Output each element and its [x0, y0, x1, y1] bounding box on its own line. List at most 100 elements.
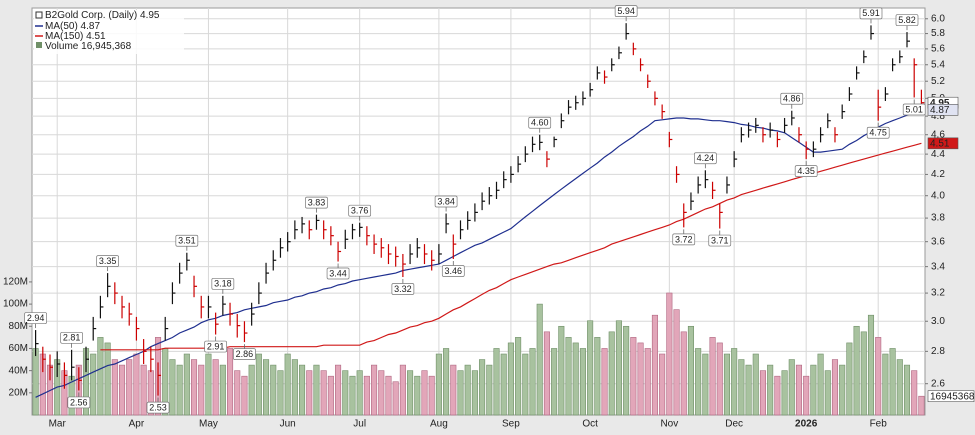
annotation-box	[672, 233, 696, 246]
volume-bar	[313, 364, 320, 416]
volume-bar	[630, 337, 637, 416]
annotation-box	[96, 255, 119, 267]
volume-tick-label: 80M	[9, 321, 28, 332]
volume-bar	[817, 353, 824, 416]
y-tick-label: 2.6	[931, 378, 945, 389]
volume-bar	[421, 370, 428, 416]
volume-bar	[111, 359, 118, 416]
annotation-label: 5.82	[898, 15, 916, 25]
annotation-box	[211, 277, 235, 290]
volume-bar	[407, 370, 414, 416]
volume-bar	[198, 364, 205, 416]
volume-bar	[831, 359, 839, 416]
volume-bar	[572, 342, 579, 416]
volume-bar	[471, 370, 478, 416]
volume-bar	[839, 364, 846, 416]
moving-average-line	[100, 142, 922, 351]
annotation-label: 2.81	[63, 333, 81, 343]
volume-bar	[205, 353, 212, 416]
annotation-box	[204, 340, 227, 353]
volume-bar	[810, 364, 817, 416]
value-tag	[927, 137, 959, 150]
legend-icon	[35, 11, 43, 19]
y-tick-label: 4.8	[931, 111, 945, 122]
volume-bar	[781, 370, 788, 416]
volume-bar	[666, 292, 673, 416]
volume-bar	[752, 353, 759, 416]
volume-bar	[702, 353, 709, 416]
volume-bar	[507, 342, 514, 416]
volume-bar	[882, 353, 889, 416]
annotation-label: 4.60	[531, 118, 549, 128]
y-tick-label: 3.4	[931, 261, 945, 272]
annotation-box	[902, 103, 926, 116]
volume-bar	[551, 348, 558, 416]
volume-bar	[860, 331, 867, 416]
volume-bar	[234, 370, 241, 416]
legend: B2Gold Corp. (Daily) 4.95 MA(50) 4.87 MA…	[34, 10, 184, 54]
value-tag	[927, 104, 959, 116]
annotation-label: 2.94	[27, 313, 45, 323]
volume-bar	[428, 375, 435, 416]
annotation-box	[780, 92, 804, 105]
volume-bar	[615, 320, 622, 416]
y-tick-label: 2.8	[931, 346, 945, 357]
y-tick-label: 3.2	[931, 288, 945, 299]
annotation-label: 5.91	[862, 8, 880, 18]
volume-bar	[695, 348, 702, 416]
volume-bar	[680, 331, 687, 416]
volume-bar	[911, 370, 918, 416]
volume-bar	[443, 348, 450, 416]
volume-bar	[464, 364, 471, 416]
volume-bar	[450, 364, 457, 416]
volume-bar	[241, 375, 248, 416]
legend-entry: MA(50) 4.87	[45, 21, 100, 32]
annotation-label: 2.53	[149, 402, 167, 412]
annotation-box	[614, 5, 638, 18]
volume-bar	[183, 353, 190, 416]
annotation-label: 3.84	[437, 196, 455, 206]
volume-bar	[738, 359, 745, 416]
volume-bar	[133, 353, 140, 416]
volume-bar	[601, 348, 608, 416]
volume-bar	[644, 348, 651, 416]
volume-bar	[716, 342, 723, 416]
annotation-label: 4.35	[797, 166, 815, 176]
annotation-label: 3.32	[394, 284, 412, 294]
volume-bar	[903, 364, 911, 416]
volume-bar	[277, 370, 284, 416]
volume-bar	[284, 353, 291, 416]
annotation-label: 2.56	[70, 397, 88, 407]
volume-bar	[169, 359, 176, 416]
annotation-label: 3.51	[178, 236, 196, 246]
volume-bar	[824, 370, 831, 416]
volume-bar	[529, 348, 536, 416]
annotation-label: 5.94	[617, 6, 635, 16]
chart-title: B2Gold Corp. (Daily) 4.95	[45, 10, 160, 21]
volume-bar	[227, 348, 234, 416]
x-tick-label: Dec	[725, 419, 743, 430]
volume-bar	[853, 325, 860, 416]
volume-tag-label: 16945368	[930, 391, 975, 402]
axis-layer: 2.62.83.03.23.43.63.84.04.24.44.64.85.05…	[3, 13, 975, 429]
x-tick-label: Apr	[129, 419, 145, 430]
volume-bar	[255, 353, 262, 416]
annotation-label: 2.91	[207, 341, 225, 351]
annotation-label: 4.75	[869, 128, 887, 138]
volume-bar	[212, 359, 219, 416]
volume-bar	[435, 353, 442, 416]
annotation-box	[866, 126, 890, 139]
x-tick-label: Mar	[49, 419, 67, 430]
annotation-label: 3.76	[351, 206, 369, 216]
legend-entry: Volume 16,945,368	[45, 41, 132, 52]
y-tick-label: 5.6	[931, 44, 945, 55]
volume-bar	[918, 395, 925, 416]
annotation-box	[348, 204, 372, 217]
volume-bar	[500, 353, 507, 416]
volume-bar	[291, 359, 298, 416]
volume-tag	[927, 390, 975, 403]
volume-bar	[788, 359, 795, 416]
annotation-label: 3.72	[675, 234, 693, 244]
volume-bar	[342, 370, 349, 416]
